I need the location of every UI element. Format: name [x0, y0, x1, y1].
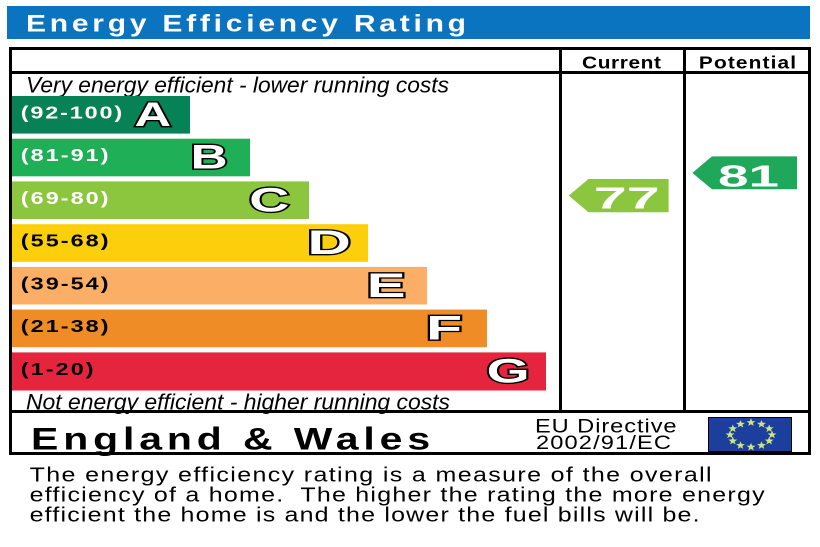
svg-text:D: D [307, 224, 351, 262]
svg-text:EU Directive: EU Directive [535, 414, 677, 437]
svg-text:F: F [426, 310, 462, 348]
svg-text:C: C [249, 181, 289, 219]
svg-text:The energy efficiency rating i: The energy efficiency rating is a measur… [30, 464, 712, 486]
svg-text:Potential: Potential [699, 54, 796, 73]
svg-text:77: 77 [594, 181, 660, 216]
svg-text:A: A [135, 96, 172, 134]
svg-text:(39-54): (39-54) [21, 274, 109, 294]
svg-text:(55-68): (55-68) [21, 231, 109, 251]
svg-text:(21-38): (21-38) [21, 317, 109, 337]
svg-text:(1-20): (1-20) [21, 359, 94, 379]
svg-text:Energy Efficiency Rating: Energy Efficiency Rating [26, 9, 466, 36]
svg-text:Not energy efficient - higher: Not energy efficient - higher running co… [26, 390, 450, 415]
svg-text:efficient the home is and the: efficient the home is and the lower the … [30, 504, 700, 526]
svg-text:2002/91/EC: 2002/91/EC [536, 431, 671, 454]
svg-text:B: B [191, 139, 228, 177]
svg-text:(69-80): (69-80) [21, 188, 109, 208]
svg-text:E: E [367, 267, 406, 305]
svg-text:efficiency of a home. The hig: efficiency of a home. The higher the rat… [30, 484, 766, 506]
svg-text:G: G [487, 352, 530, 390]
svg-text:Very energy efficient - lower: Very energy efficient - lower running co… [26, 72, 449, 97]
svg-text:England & Wales: England & Wales [31, 421, 430, 456]
svg-text:(81-91): (81-91) [21, 146, 109, 166]
svg-text:81: 81 [718, 158, 779, 193]
svg-text:Current: Current [582, 54, 662, 73]
svg-text:(92-100): (92-100) [21, 103, 122, 123]
